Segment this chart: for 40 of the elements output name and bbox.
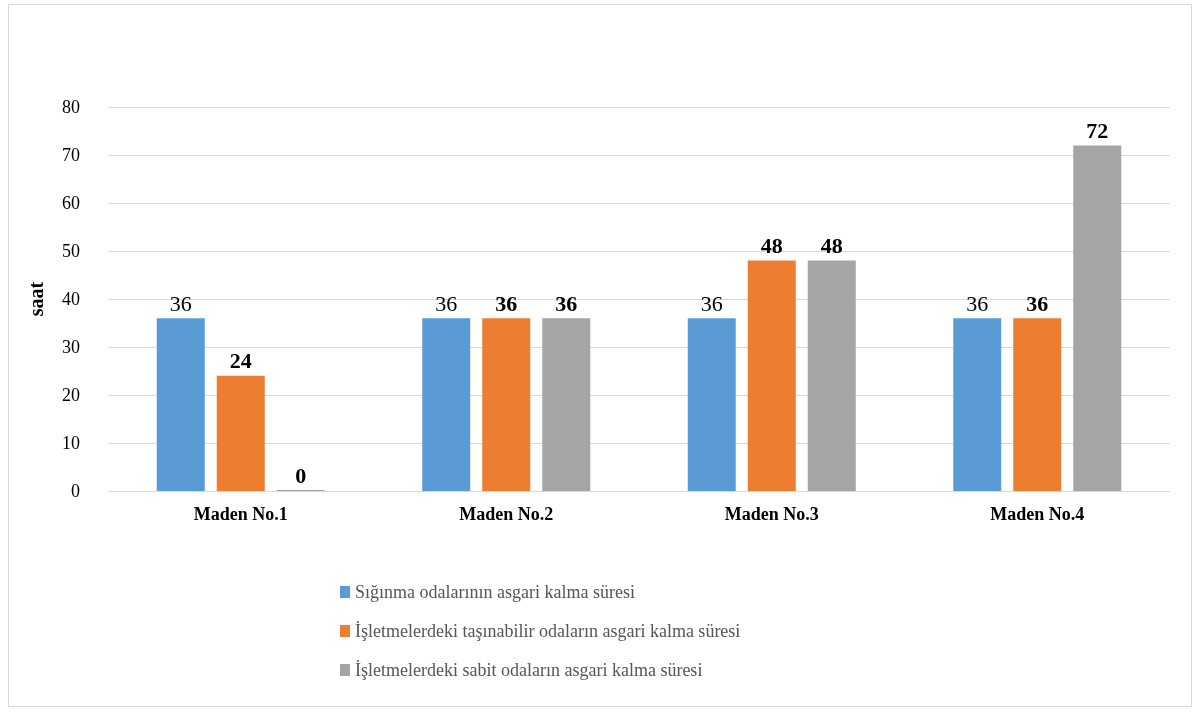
y-tick-label: 70 <box>62 145 80 165</box>
data-label: 36 <box>966 290 989 316</box>
y-tick-label: 10 <box>62 433 80 453</box>
y-tick-label: 30 <box>62 337 80 357</box>
data-label: 0 <box>295 462 307 488</box>
bar <box>482 318 531 491</box>
y-tick-label: 60 <box>62 193 80 213</box>
bar <box>1073 145 1122 491</box>
data-label: 36 <box>435 290 458 316</box>
bar <box>747 260 796 491</box>
bar <box>807 260 856 491</box>
y-tick-label: 0 <box>71 481 80 501</box>
data-label: 48 <box>820 233 843 259</box>
data-label: 36 <box>169 290 192 316</box>
legend-label: İşletmelerdeki sabit odaların asgari kalma süresi <box>355 660 703 680</box>
x-tick-label: Maden No.3 <box>724 504 819 524</box>
bar <box>687 318 736 491</box>
x-tick-label: Maden No.2 <box>459 504 554 524</box>
bar <box>422 318 471 491</box>
bar <box>156 318 205 491</box>
data-label: 36 <box>1026 290 1049 316</box>
legend-label: İşletmelerdeki taşınabilir odaların asgari kalma süresi <box>355 621 741 641</box>
data-label: 36 <box>555 290 578 316</box>
bar <box>1013 318 1062 491</box>
data-label: 24 <box>229 348 252 374</box>
legend-label: Sığınma odalarının asgari kalma süresi <box>355 582 635 602</box>
data-label: 36 <box>700 290 723 316</box>
y-axis-title: saat <box>25 281 47 317</box>
y-tick-label: 50 <box>62 241 80 261</box>
bar <box>953 318 1002 491</box>
bar <box>542 318 591 491</box>
x-tick-label: Maden No.1 <box>193 504 288 524</box>
data-label: 48 <box>760 233 783 259</box>
data-label: 72 <box>1086 117 1109 143</box>
data-label: 36 <box>495 290 518 316</box>
y-tick-label: 80 <box>62 97 80 117</box>
y-tick-label: 20 <box>62 385 80 405</box>
x-tick-label: Maden No.4 <box>990 504 1085 524</box>
y-tick-label: 40 <box>62 289 80 309</box>
bar <box>216 375 265 491</box>
